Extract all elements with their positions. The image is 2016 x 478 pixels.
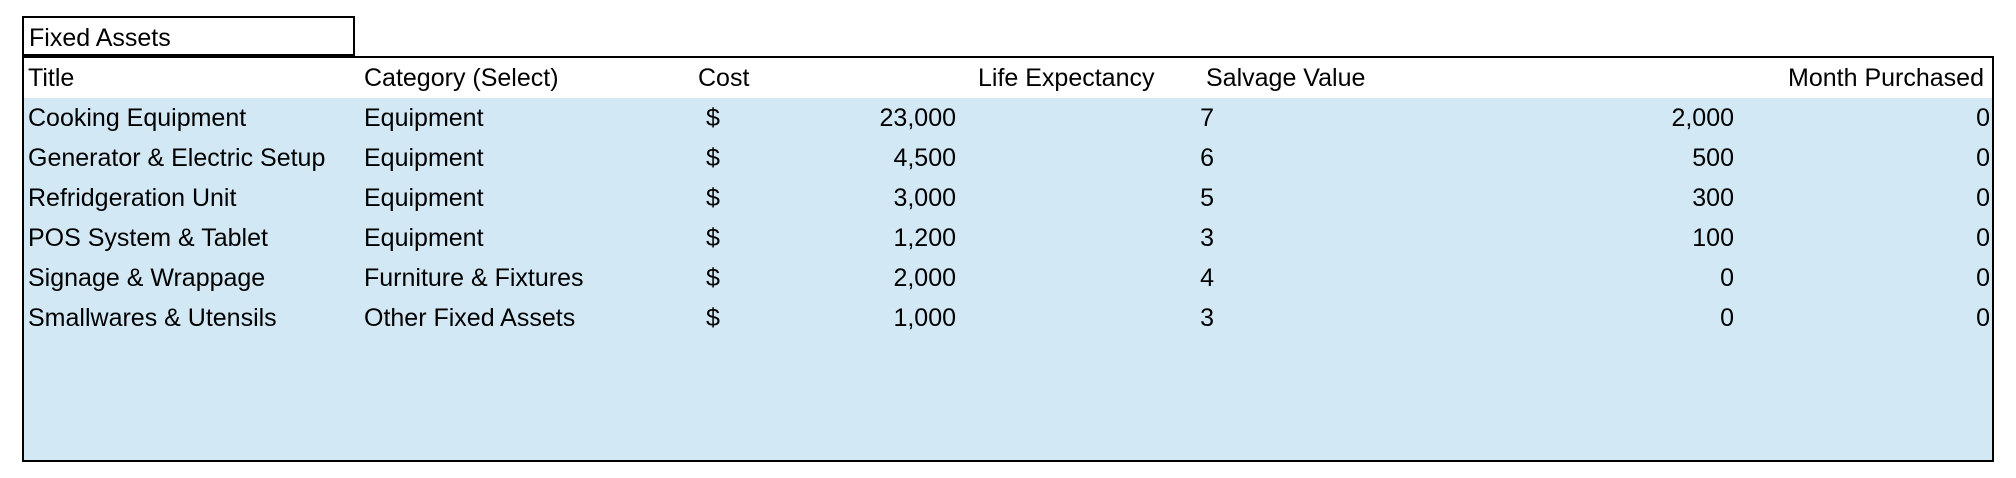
cell-cost[interactable]: 1,000 xyxy=(893,304,956,332)
header-cost[interactable]: Cost xyxy=(698,64,750,92)
sheet-title-cell[interactable]: Fixed Assets xyxy=(22,16,355,56)
cell-salvage-value[interactable]: 2,000 xyxy=(1671,104,1734,132)
table-header-row: Title Category (Select) Cost Life Expect… xyxy=(24,58,1992,98)
cell-salvage-value[interactable]: 0 xyxy=(1720,264,1734,292)
fixed-assets-table: Title Category (Select) Cost Life Expect… xyxy=(22,56,1994,462)
cell-salvage-value[interactable]: 100 xyxy=(1692,224,1734,252)
cell-title[interactable]: Generator & Electric Setup xyxy=(28,144,326,172)
cell-category[interactable]: Furniture & Fixtures xyxy=(364,264,584,292)
header-salvage-value[interactable]: Salvage Value xyxy=(1206,64,1366,92)
table-row: Refridgeration Unit Equipment $ 3,000 5 … xyxy=(24,178,1992,218)
cell-currency: $ xyxy=(706,104,720,132)
cell-month-purchased[interactable]: 0 xyxy=(1976,224,1990,252)
cell-category[interactable]: Equipment xyxy=(364,144,484,172)
cell-salvage-value[interactable]: 0 xyxy=(1720,304,1734,332)
cell-title[interactable]: Refridgeration Unit xyxy=(28,184,237,212)
cell-title[interactable]: POS System & Tablet xyxy=(28,224,268,252)
cell-category[interactable]: Other Fixed Assets xyxy=(364,304,576,332)
table-row: Generator & Electric Setup Equipment $ 4… xyxy=(24,138,1992,178)
cell-title[interactable]: Cooking Equipment xyxy=(28,104,247,132)
header-month-purchased[interactable]: Month Purchased xyxy=(1788,64,1984,92)
cell-category[interactable]: Equipment xyxy=(364,184,484,212)
header-life-expectancy[interactable]: Life Expectancy xyxy=(978,64,1155,92)
cell-currency: $ xyxy=(706,184,720,212)
cell-title[interactable]: Signage & Wrappage xyxy=(28,264,266,292)
header-title[interactable]: Title xyxy=(28,64,75,92)
cell-title[interactable]: Smallwares & Utensils xyxy=(28,304,277,332)
cell-cost[interactable]: 2,000 xyxy=(893,264,956,292)
cell-cost[interactable]: 23,000 xyxy=(879,104,956,132)
cell-month-purchased[interactable]: 0 xyxy=(1976,184,1990,212)
cell-month-purchased[interactable]: 0 xyxy=(1976,104,1990,132)
cell-currency: $ xyxy=(706,264,720,292)
cell-month-purchased[interactable]: 0 xyxy=(1976,264,1990,292)
cell-month-purchased[interactable]: 0 xyxy=(1976,144,1990,172)
cell-life-expectancy[interactable]: 4 xyxy=(1200,264,1214,292)
cell-month-purchased[interactable]: 0 xyxy=(1976,304,1990,332)
cell-category[interactable]: Equipment xyxy=(364,224,484,252)
cell-life-expectancy[interactable]: 3 xyxy=(1200,224,1214,252)
table-row: Cooking Equipment Equipment $ 23,000 7 2… xyxy=(24,98,1992,138)
sheet-title-label: Fixed Assets xyxy=(29,24,171,52)
cell-salvage-value[interactable]: 500 xyxy=(1692,144,1734,172)
table-row: Smallwares & Utensils Other Fixed Assets… xyxy=(24,298,1992,338)
cell-life-expectancy[interactable]: 7 xyxy=(1200,104,1214,132)
table-row: POS System & Tablet Equipment $ 1,200 3 … xyxy=(24,218,1992,258)
cell-currency: $ xyxy=(706,144,720,172)
cell-life-expectancy[interactable]: 5 xyxy=(1200,184,1214,212)
cell-salvage-value[interactable]: 300 xyxy=(1692,184,1734,212)
cell-life-expectancy[interactable]: 6 xyxy=(1200,144,1214,172)
table-row: Signage & Wrappage Furniture & Fixtures … xyxy=(24,258,1992,298)
header-category[interactable]: Category (Select) xyxy=(364,64,559,92)
cell-cost[interactable]: 1,200 xyxy=(893,224,956,252)
cell-cost[interactable]: 4,500 xyxy=(893,144,956,172)
cell-category[interactable]: Equipment xyxy=(364,104,484,132)
cell-cost[interactable]: 3,000 xyxy=(893,184,956,212)
cell-life-expectancy[interactable]: 3 xyxy=(1200,304,1214,332)
cell-currency: $ xyxy=(706,224,720,252)
cell-currency: $ xyxy=(706,304,720,332)
